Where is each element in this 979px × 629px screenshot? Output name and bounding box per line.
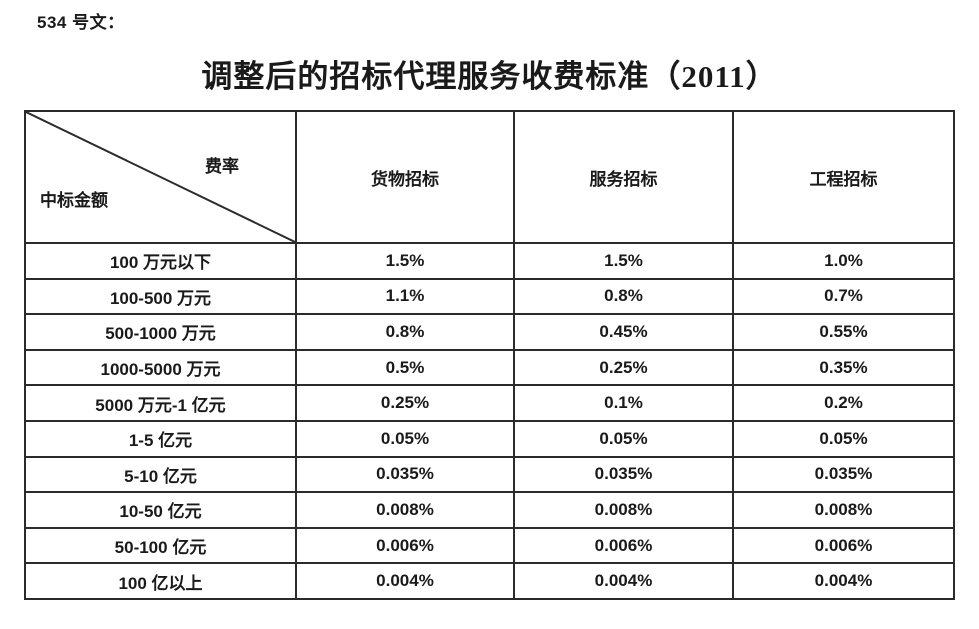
service-rate-cell: 0.8%: [513, 277, 734, 316]
works-rate-cell: 0.2%: [732, 384, 955, 422]
table-body: 100 万元以下 1.5% 1.5% 1.0% 100-500 万元 1.1% …: [24, 242, 955, 600]
doc-number: 534 号文：: [37, 13, 125, 32]
table-row: 5-10 亿元 0.035% 0.035% 0.035%: [24, 455, 955, 494]
amount-range-cell: 5000 万元-1 亿元: [24, 384, 297, 422]
table-row: 500-1000 万元 0.8% 0.45% 0.55%: [24, 313, 955, 351]
works-rate-cell: 0.05%: [732, 419, 955, 458]
goods-rate-cell: 0.25%: [295, 384, 515, 422]
service-rate-cell: 0.006%: [513, 526, 734, 565]
amount-range-cell: 100 万元以下: [24, 242, 297, 280]
goods-rate-cell: 0.008%: [295, 491, 515, 529]
amount-range-cell: 10-50 亿元: [24, 491, 297, 529]
service-rate-cell: 0.25%: [513, 348, 734, 387]
table-row: 1000-5000 万元 0.5% 0.25% 0.35%: [24, 348, 955, 387]
diagonal-line: [26, 112, 295, 242]
goods-rate-cell: 0.006%: [295, 526, 515, 565]
service-rate-cell: 1.5%: [513, 242, 734, 280]
table-row: 100 万元以下 1.5% 1.5% 1.0%: [24, 242, 955, 280]
goods-rate-cell: 0.004%: [295, 562, 515, 600]
works-rate-cell: 0.35%: [732, 348, 955, 387]
column-header-works: 工程招标: [732, 110, 955, 244]
table-row: 10-50 亿元 0.008% 0.008% 0.008%: [24, 491, 955, 529]
amount-range-cell: 50-100 亿元: [24, 526, 297, 565]
amount-range-cell: 500-1000 万元: [24, 313, 297, 351]
amount-range-cell: 1-5 亿元: [24, 419, 297, 458]
table-header-row: 费率 中标金额 货物招标 服务招标 工程招标: [24, 110, 955, 244]
goods-rate-cell: 0.8%: [295, 313, 515, 351]
table-row: 1-5 亿元 0.05% 0.05% 0.05%: [24, 419, 955, 458]
works-rate-cell: 0.004%: [732, 562, 955, 600]
diagonal-corner-cell: 费率 中标金额: [24, 110, 297, 244]
goods-rate-cell: 0.035%: [295, 455, 515, 494]
amount-range-cell: 1000-5000 万元: [24, 348, 297, 387]
service-rate-cell: 0.008%: [513, 491, 734, 529]
goods-rate-cell: 0.05%: [295, 419, 515, 458]
corner-label-amount: 中标金额: [40, 191, 108, 210]
service-rate-cell: 0.004%: [513, 562, 734, 600]
table-row: 100-500 万元 1.1% 0.8% 0.7%: [24, 277, 955, 316]
amount-range-cell: 100 亿以上: [24, 562, 297, 600]
amount-range-cell: 5-10 亿元: [24, 455, 297, 494]
column-header-goods: 货物招标: [295, 110, 515, 244]
table-row: 100 亿以上 0.004% 0.004% 0.004%: [24, 562, 955, 600]
fee-rate-table: 费率 中标金额 货物招标 服务招标 工程招标 100 万元以下 1.5% 1.5…: [24, 110, 955, 600]
works-rate-cell: 0.7%: [732, 277, 955, 316]
service-rate-cell: 0.05%: [513, 419, 734, 458]
works-rate-cell: 0.55%: [732, 313, 955, 351]
goods-rate-cell: 1.5%: [295, 242, 515, 280]
page-title: 调整后的招标代理服务收费标准（2011）: [201, 59, 778, 94]
works-rate-cell: 1.0%: [732, 242, 955, 280]
table-row: 50-100 亿元 0.006% 0.006% 0.006%: [24, 526, 955, 565]
goods-rate-cell: 1.1%: [295, 277, 515, 316]
corner-label-rate: 费率: [205, 157, 239, 176]
works-rate-cell: 0.035%: [732, 455, 955, 494]
works-rate-cell: 0.006%: [732, 526, 955, 565]
goods-rate-cell: 0.5%: [295, 348, 515, 387]
amount-range-cell: 100-500 万元: [24, 277, 297, 316]
service-rate-cell: 0.1%: [513, 384, 734, 422]
works-rate-cell: 0.008%: [732, 491, 955, 529]
table-row: 5000 万元-1 亿元 0.25% 0.1% 0.2%: [24, 384, 955, 422]
service-rate-cell: 0.45%: [513, 313, 734, 351]
service-rate-cell: 0.035%: [513, 455, 734, 494]
column-header-services: 服务招标: [513, 110, 734, 244]
